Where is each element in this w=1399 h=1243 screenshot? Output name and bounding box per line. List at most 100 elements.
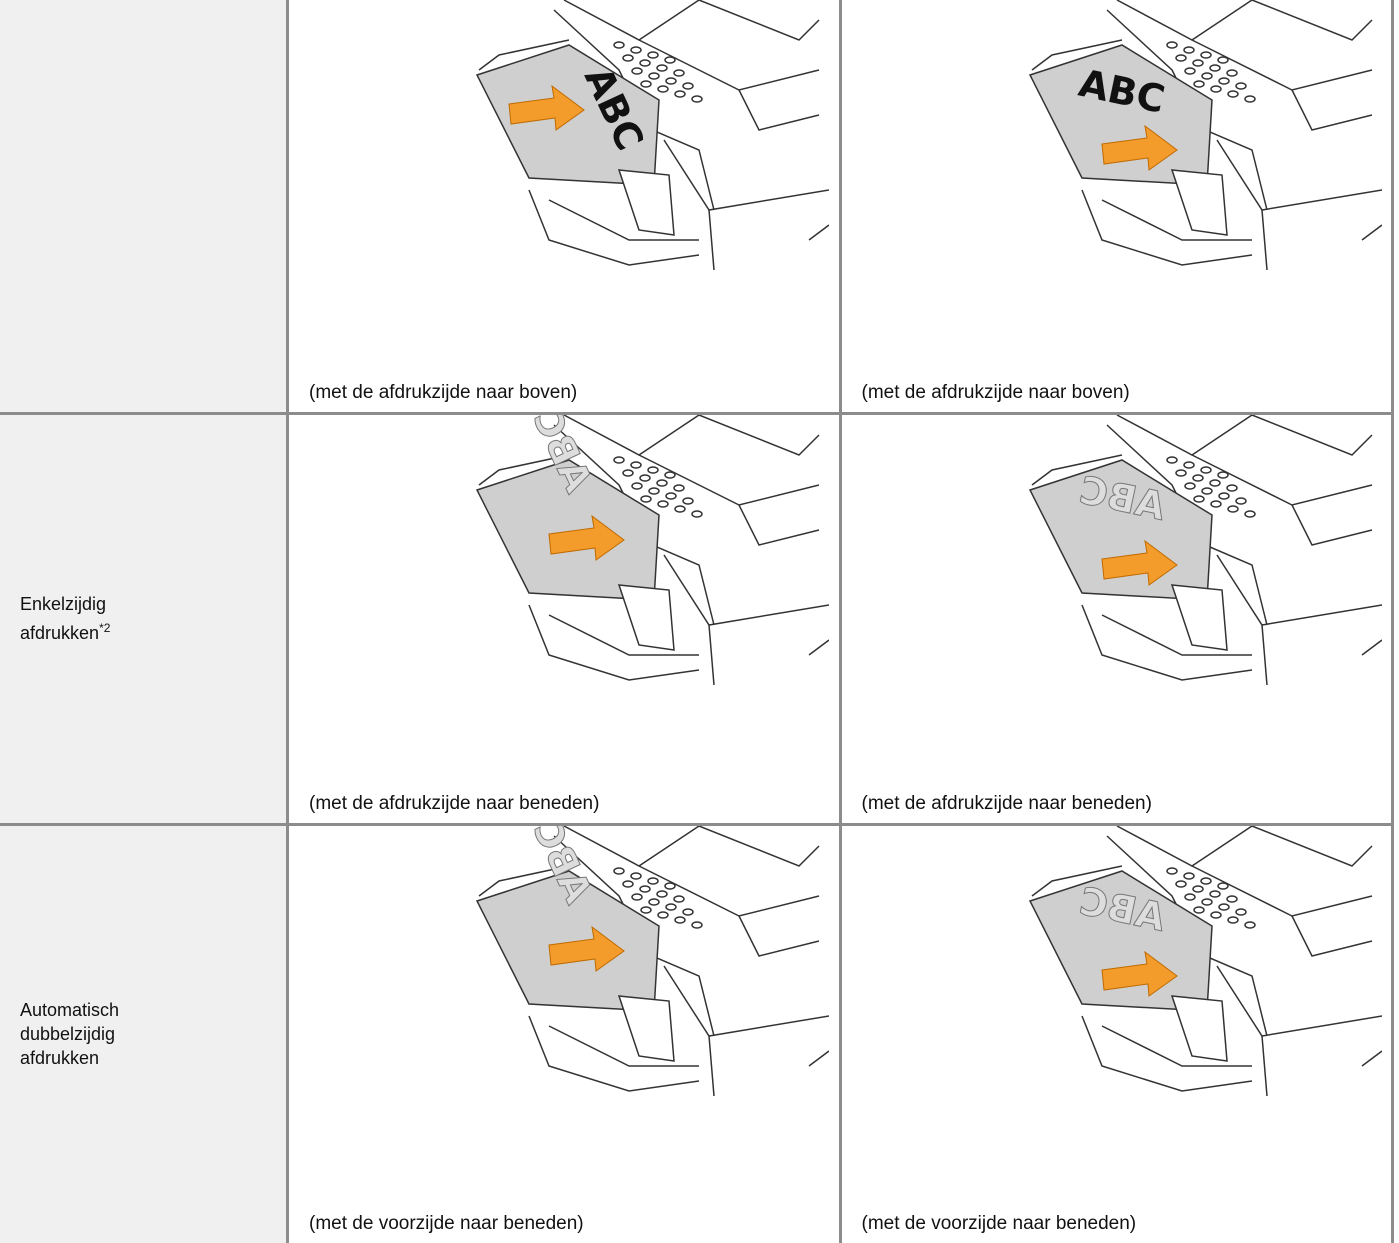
key [1209, 85, 1222, 93]
key [682, 82, 694, 90]
key [1225, 69, 1238, 77]
printer-line [1260, 209, 1268, 270]
key [691, 920, 703, 929]
caption: (met de voorzijde naar beneden) [309, 1213, 584, 1234]
key [640, 494, 652, 503]
key [630, 460, 642, 469]
key [1234, 82, 1247, 90]
key [674, 90, 686, 98]
key [665, 902, 677, 911]
row: Automatisch dubbelzijdig afdrukken (met … [0, 822, 1394, 1243]
printer-line [548, 1024, 699, 1067]
key [1183, 67, 1196, 75]
key [648, 72, 660, 80]
key [631, 892, 643, 901]
caption: (met de afdrukzijde naar boven) [861, 381, 1130, 403]
printer-line [1116, 414, 1252, 456]
key [613, 866, 625, 875]
key [657, 499, 669, 508]
key [674, 504, 686, 513]
key [613, 455, 625, 464]
key [1165, 41, 1178, 49]
printer-line [738, 89, 820, 131]
key [1216, 881, 1229, 890]
key [1216, 470, 1229, 479]
printer-line [548, 613, 699, 656]
printer-line [1290, 504, 1372, 546]
printer-line [478, 39, 570, 71]
image-cell: (met de afdrukzijde naar boven) ABC [286, 0, 842, 415]
key [1243, 920, 1256, 929]
row-label: Automatisch dubbelzijdig afdrukken [20, 1000, 120, 1069]
printer-line [1215, 139, 1382, 211]
key [647, 51, 659, 59]
printer-line [808, 224, 829, 241]
caption: (met de voorzijde naar beneden) [861, 1213, 1137, 1234]
image-cell: (met de afdrukzijde naar beneden) ABC [286, 411, 842, 826]
printer-line [1215, 965, 1382, 1037]
key [657, 910, 669, 919]
key [673, 69, 685, 77]
key [613, 41, 625, 49]
printer-illustration: ABC [1028, 0, 1382, 270]
printer-line [1361, 224, 1382, 241]
key [648, 897, 660, 906]
printer-line [548, 199, 699, 241]
row-label: Enkelzijdig afdrukken [20, 594, 107, 643]
printer-line [1116, 0, 1252, 41]
key [631, 67, 643, 75]
key [1191, 884, 1204, 893]
key [1226, 504, 1239, 513]
printer-outline [478, 825, 829, 1096]
printer-line [663, 965, 829, 1037]
paper-guide [1170, 169, 1228, 236]
key [639, 473, 651, 482]
key [1199, 51, 1212, 59]
printer-line [1080, 604, 1252, 681]
printer-line [738, 915, 820, 957]
printer-line [808, 1049, 829, 1067]
key [639, 884, 651, 893]
key [1192, 80, 1205, 88]
key [622, 468, 634, 477]
caption: (met de afdrukzijde naar boven) [309, 381, 578, 403]
printer-line [738, 504, 820, 546]
key [630, 871, 642, 880]
feed-arrow [548, 925, 625, 972]
printer-line [528, 1015, 700, 1092]
printer-line [1080, 189, 1252, 266]
printer-outline [478, 414, 829, 685]
key [1192, 494, 1205, 503]
key [631, 481, 643, 490]
key [630, 46, 642, 54]
printer-line [708, 209, 715, 270]
printer-line [708, 1035, 715, 1096]
printer-line [1251, 825, 1373, 867]
row-label-cell: Automatisch dubbelzijdig afdrukken [0, 822, 289, 1243]
printer-line [1031, 39, 1122, 71]
key [1174, 468, 1187, 477]
printer-line [1290, 89, 1372, 131]
key [664, 881, 676, 890]
printer-line [1251, 0, 1373, 41]
key [1200, 486, 1213, 495]
printer-line [1215, 554, 1382, 626]
key [1225, 894, 1238, 903]
caption: (met de afdrukzijde naar beneden) [309, 792, 600, 814]
printer-line [1101, 1024, 1252, 1067]
printer-line [1361, 1049, 1382, 1067]
printer-line [698, 0, 820, 41]
row: Enkelzijdig afdrukken*2 (met de afdrukzi… [0, 411, 1394, 826]
key [1200, 897, 1213, 906]
printer-illustration: ABC [475, 825, 829, 1096]
key [691, 95, 703, 103]
paper-sheet [475, 869, 660, 1012]
paper-guide [1170, 994, 1228, 1062]
key [1208, 64, 1221, 72]
key [1243, 95, 1256, 103]
paper-sheet [475, 458, 660, 601]
printer-illustration: ABC [1028, 825, 1382, 1096]
key [1234, 907, 1247, 916]
key [1199, 876, 1212, 885]
caption: (met de afdrukzijde naar beneden) [861, 792, 1152, 814]
